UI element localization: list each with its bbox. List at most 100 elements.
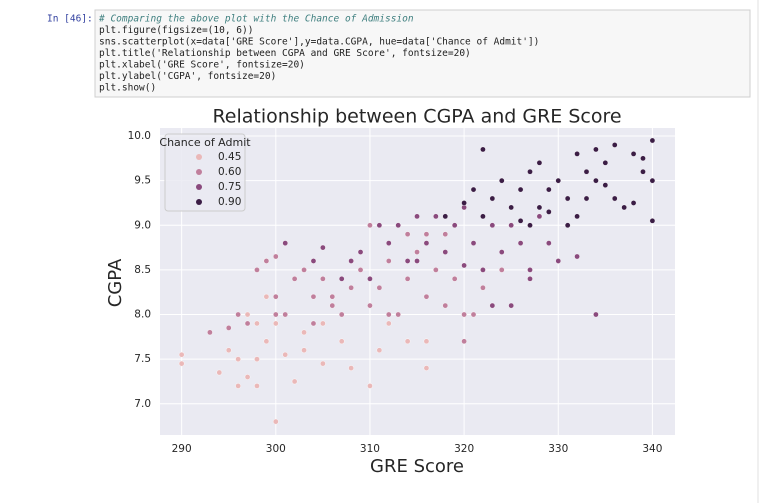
point [489,222,496,229]
code-line: # Comparing the above plot with the Chan… [98,14,414,25]
code-line: sns.scatterplot(x=data['GRE Score'],y=da… [99,37,539,48]
point [480,284,486,291]
point [357,249,364,255]
point [527,168,533,175]
point [404,276,411,282]
points [178,137,656,425]
point [423,365,430,371]
point [508,204,514,211]
y-tick-label: 9.0 [134,219,151,231]
y-axis-label: CGPA [105,258,126,307]
x-tick-label: 330 [548,443,568,455]
point [348,284,354,291]
point [282,311,289,318]
y-tick-label: 10.0 [128,130,151,142]
point [546,240,552,246]
legend-marker [196,154,202,160]
point [395,311,401,318]
point [517,186,524,193]
point [310,258,317,264]
point [470,311,477,318]
point [414,249,420,255]
point [263,293,270,300]
point [442,249,449,255]
point [611,142,618,148]
point [385,240,392,246]
point [546,209,552,215]
point [480,213,486,220]
point [442,302,449,309]
point [263,258,270,264]
point [461,311,467,318]
point [376,284,383,291]
y-tick-label: 9.5 [134,175,151,187]
point [329,302,336,309]
point [649,177,656,184]
y-tick-label: 7.5 [134,353,151,365]
point [291,276,298,282]
point [376,222,383,229]
point [301,347,307,354]
legend-label: 0.45 [218,151,241,163]
point [508,222,514,229]
point [178,360,185,367]
point [451,276,458,282]
legend-marker [196,184,202,190]
point [433,213,439,220]
point [244,374,251,380]
point [498,267,505,273]
point [555,177,562,184]
legend-marker [196,169,202,175]
point [517,240,524,246]
point [564,222,571,229]
point [282,351,289,358]
point [574,151,580,157]
point [273,320,279,327]
x-axis-label: GRE Score [370,456,464,477]
point [564,195,571,202]
point [291,378,298,385]
point [621,204,627,211]
point [593,311,599,318]
point [423,338,430,345]
legend-box [164,133,246,212]
code-cell[interactable] [94,9,751,98]
point [536,160,543,166]
point [611,195,618,202]
point [498,249,505,255]
point [320,276,326,282]
point [301,267,307,273]
x-tick-label: 320 [454,443,474,455]
point [385,311,392,318]
point [254,267,260,273]
point [178,351,185,358]
point [367,222,373,229]
point [461,338,467,345]
point [423,240,430,246]
point [385,258,392,264]
point [461,262,467,269]
legend-label: 0.60 [218,166,241,178]
point [442,213,449,220]
point [546,186,552,193]
point [329,293,336,300]
point [536,204,543,211]
point [320,244,326,251]
point [414,213,420,220]
point [414,258,420,264]
y-tick-label: 7.0 [134,398,151,410]
point [254,356,260,362]
point [433,267,439,273]
point [320,320,326,327]
point [273,253,279,260]
point [640,155,646,162]
point [404,338,411,345]
y-tick-label: 8.5 [134,264,151,276]
point [367,383,373,389]
plot-area [160,128,675,435]
point [235,356,241,362]
point [508,302,514,309]
point [451,222,458,229]
point [555,258,562,264]
code-line: plt.title('Relationship between CGPA and… [99,48,471,59]
